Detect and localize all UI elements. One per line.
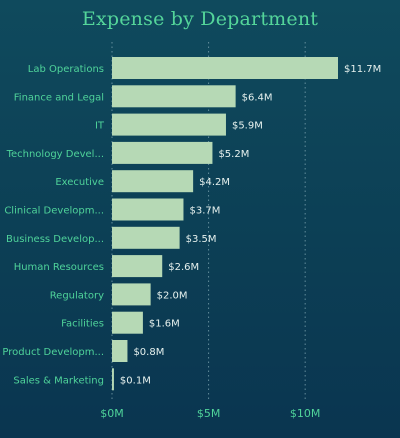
data-label: $2.6M xyxy=(168,262,199,273)
data-label: $5.9M xyxy=(232,121,263,132)
data-label: $5.2M xyxy=(218,149,249,160)
data-label: $6.4M xyxy=(242,92,273,103)
bar xyxy=(112,141,213,164)
category-label: Technology Devel... xyxy=(6,149,104,160)
data-label: $3.5M xyxy=(186,234,217,245)
bar xyxy=(112,226,180,249)
category-label: Human Resources xyxy=(14,262,104,273)
data-label: $0.1M xyxy=(120,375,151,386)
data-label: $0.8M xyxy=(133,347,164,358)
x-tick-label: $5M xyxy=(197,407,221,420)
category-label: Facilities xyxy=(61,319,104,330)
data-label: $4.2M xyxy=(199,177,230,188)
data-label: $1.6M xyxy=(149,319,180,330)
bar xyxy=(112,283,151,306)
category-label: Business Develop... xyxy=(6,234,104,245)
category-label: Product Developm... xyxy=(2,347,104,358)
category-label: Regulatory xyxy=(50,290,104,301)
chart-title: Expense by Department xyxy=(81,8,319,30)
x-tick-label: $0M xyxy=(100,407,124,420)
data-label: $2.0M xyxy=(157,290,188,301)
bar xyxy=(112,170,194,193)
bar xyxy=(112,198,184,221)
category-label: IT xyxy=(95,121,105,132)
x-tick-label: $10M xyxy=(290,407,321,420)
category-label: Lab Operations xyxy=(28,64,104,75)
bar xyxy=(112,113,226,136)
category-label: Clinical Developm... xyxy=(4,206,104,217)
category-label: Sales & Marketing xyxy=(13,375,104,386)
bar xyxy=(112,311,143,334)
data-label: $3.7M xyxy=(189,206,220,217)
category-label: Executive xyxy=(55,177,104,188)
bar xyxy=(112,85,236,108)
bar xyxy=(112,368,114,391)
bar xyxy=(112,57,338,79)
bar xyxy=(112,340,128,362)
bar xyxy=(112,255,163,278)
category-label: Finance and Legal xyxy=(14,92,104,103)
data-label: $11.7M xyxy=(344,64,381,75)
